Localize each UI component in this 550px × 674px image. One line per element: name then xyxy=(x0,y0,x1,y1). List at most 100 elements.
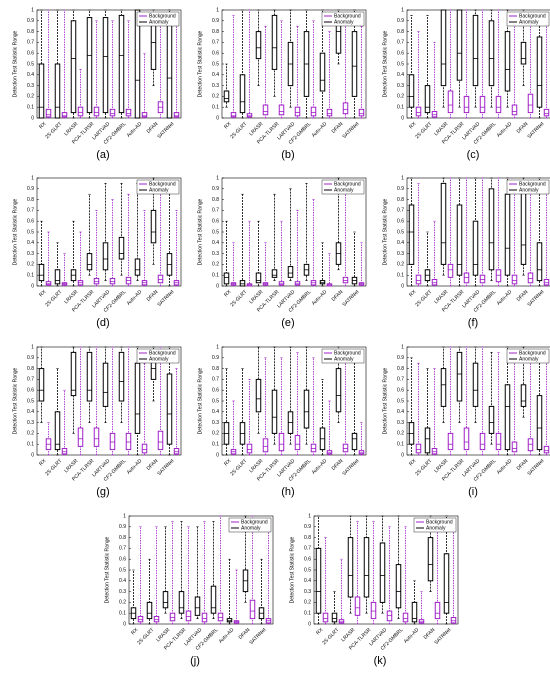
y-tick-label: 0.2 xyxy=(397,262,404,268)
y-tick-label: 0.1 xyxy=(27,442,34,448)
legend-label: Background xyxy=(334,13,361,19)
y-tick-label: 0.1 xyxy=(397,442,404,448)
x-tick-label: Auto-AD xyxy=(126,289,144,307)
legend-box xyxy=(136,11,180,27)
box xyxy=(86,253,93,271)
y-tick-label: 0.5 xyxy=(397,398,404,404)
legend-label: Anomaly xyxy=(426,525,446,531)
box xyxy=(287,266,294,278)
legend-label: Background xyxy=(334,181,361,187)
box xyxy=(354,596,361,616)
x-tick-label: RX xyxy=(38,289,48,299)
x-tick-label: DFAN xyxy=(516,458,530,472)
panel-caption: (g) xyxy=(96,486,109,498)
box xyxy=(408,204,415,265)
y-tick-label: 0.4 xyxy=(27,409,34,415)
y-tick-label: 0.6 xyxy=(397,388,404,394)
box xyxy=(342,443,349,453)
y-tick-label: 0.3 xyxy=(212,420,219,426)
box xyxy=(418,619,425,624)
box xyxy=(246,113,253,118)
panel-caption: (a) xyxy=(96,149,109,161)
box xyxy=(310,106,317,117)
y-tick-label: 0.3 xyxy=(397,83,404,89)
box xyxy=(363,537,370,598)
x-tick-label: RX xyxy=(315,627,325,637)
x-tick-label: DFAN xyxy=(331,121,345,135)
x-tick-label: DFAN xyxy=(146,289,160,303)
box xyxy=(93,106,100,117)
box xyxy=(61,112,68,118)
y-tick-label: 0.5 xyxy=(27,398,34,404)
y-axis-label: Detection Test Statistic Range xyxy=(12,198,18,265)
box xyxy=(338,619,345,624)
box xyxy=(488,20,495,87)
panel: 0 0.1 0.2 0.3 0.4 0.5 0.6 0.7 0.8 0.9 1 Detection T… xyxy=(382,7,550,161)
y-tick-label: 0 xyxy=(31,283,34,289)
box xyxy=(255,378,262,413)
y-axis-label: Detection Test Statistic Range xyxy=(197,30,203,97)
y-tick-label: 0.1 xyxy=(304,611,311,617)
box xyxy=(125,432,132,451)
y-tick-label: 0.3 xyxy=(304,589,311,595)
x-tick-label: Auto-AD xyxy=(218,627,236,645)
box xyxy=(141,443,148,454)
box xyxy=(479,432,486,451)
y-tick-label: 0.6 xyxy=(397,219,404,225)
y-tick-label: 0.4 xyxy=(397,409,404,415)
x-tick-label: DFAN xyxy=(516,121,530,135)
box xyxy=(150,20,157,70)
y-tick-label: 0.8 xyxy=(212,29,219,35)
y-axis-label: Detection Test Statistic Range xyxy=(12,30,18,97)
box xyxy=(278,104,285,116)
y-tick-label: 0.9 xyxy=(212,186,219,192)
box xyxy=(463,272,470,284)
y-tick-label: 0.2 xyxy=(27,262,34,268)
y-tick-label: 0.1 xyxy=(397,105,404,111)
box xyxy=(527,93,534,114)
y-tick-label: 0.8 xyxy=(397,366,404,372)
y-tick-label: 0.9 xyxy=(212,18,219,24)
box xyxy=(38,368,45,402)
y-tick-label: 0.2 xyxy=(212,431,219,437)
y-tick-label: 0.7 xyxy=(212,208,219,214)
box xyxy=(543,445,550,454)
box xyxy=(226,618,233,623)
legend-label: Anomaly xyxy=(149,356,169,362)
box xyxy=(173,448,180,455)
box xyxy=(118,236,125,260)
x-tick-label: 2S-GLRT xyxy=(44,289,63,308)
box xyxy=(303,389,310,429)
box xyxy=(322,612,329,623)
x-tick-label: Auto-AD xyxy=(496,289,514,307)
y-tick-label: 0.9 xyxy=(397,18,404,24)
y-tick-label: 0.3 xyxy=(212,83,219,89)
x-tick-label: RX xyxy=(38,121,48,131)
y-tick-label: 0.4 xyxy=(27,72,34,78)
box xyxy=(488,188,495,271)
panel: 0 0.1 0.2 0.3 0.4 0.5 0.6 0.7 0.8 0.9 1 Detection T… xyxy=(12,7,182,161)
y-tick-label: 0.8 xyxy=(27,366,34,372)
y-tick-label: 0.1 xyxy=(27,105,34,111)
box xyxy=(109,432,116,451)
x-tick-label: SATRNet xyxy=(341,121,360,140)
box xyxy=(415,106,422,117)
box xyxy=(504,384,511,451)
legend-box xyxy=(506,179,550,195)
y-tick-label: 1 xyxy=(401,344,404,350)
legend-box xyxy=(321,11,365,27)
y-tick-label: 0.3 xyxy=(27,420,34,426)
box xyxy=(294,281,301,286)
legend-box xyxy=(413,517,457,533)
y-tick-label: 0.9 xyxy=(212,355,219,361)
box xyxy=(38,263,45,282)
x-tick-label: SATRNet xyxy=(526,458,545,477)
y-axis-label: Detection Test Statistic Range xyxy=(382,198,388,265)
box xyxy=(415,443,422,454)
y-tick-label: 0.2 xyxy=(397,94,404,100)
legend-label: Anomaly xyxy=(334,19,354,25)
y-axis-label: Detection Test Statistic Range xyxy=(12,367,18,434)
legend-label: Background xyxy=(426,519,453,525)
box xyxy=(239,280,246,287)
box xyxy=(379,542,386,603)
